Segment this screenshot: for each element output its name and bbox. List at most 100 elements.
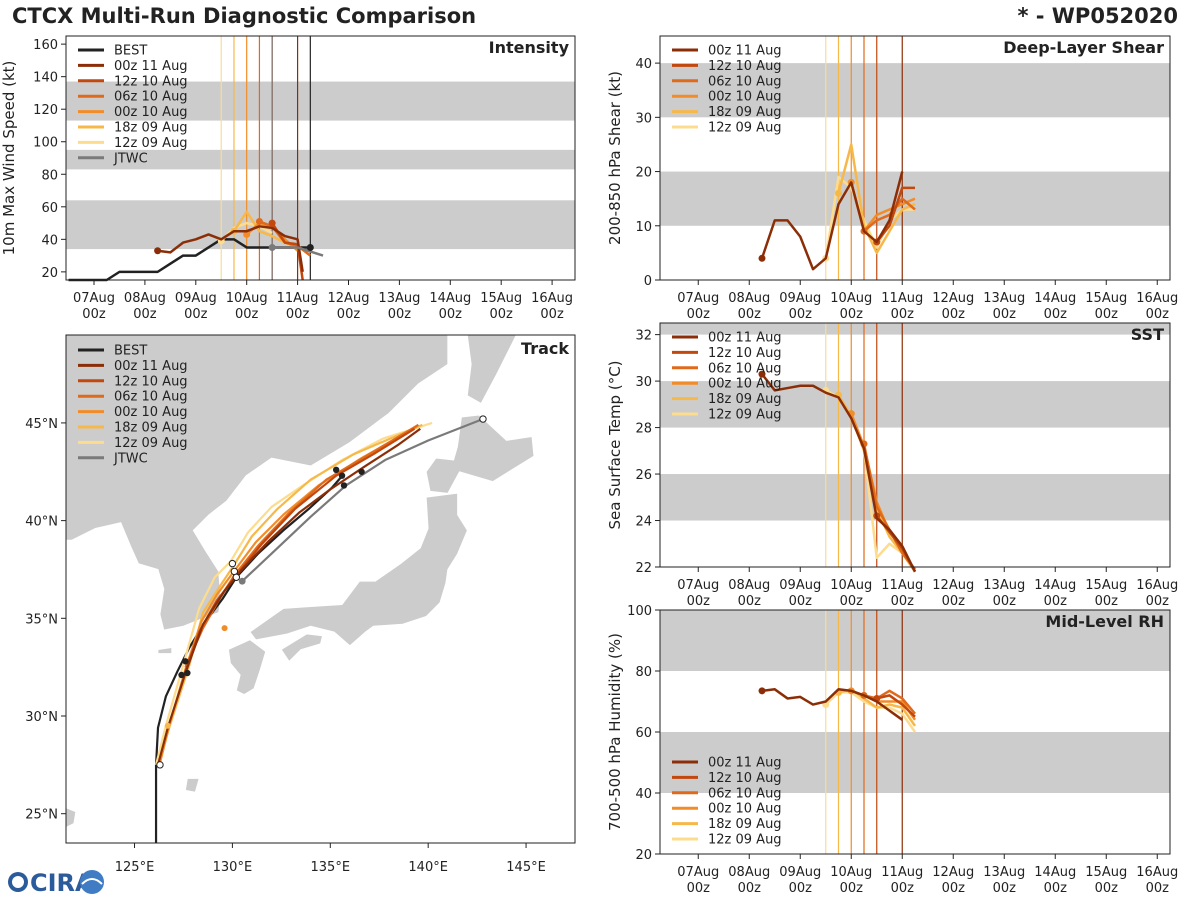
x-tick-label: 08Aug [728, 865, 770, 880]
legend-label: 18z 09 Aug [114, 121, 188, 136]
x-tick-label: 00z [942, 594, 966, 609]
position-marker [358, 468, 365, 475]
legend-label: 00z 10 Aug [114, 405, 188, 420]
series-start-marker [243, 230, 251, 238]
panel-title: SST [1131, 325, 1164, 344]
y-tick-label: 24 [635, 515, 652, 530]
lon-tick-label: 135°E [311, 860, 351, 875]
series-start-marker [758, 254, 766, 262]
x-tick-label: 00z [993, 594, 1017, 609]
legend-label: 18z 09 Aug [708, 392, 782, 407]
x-tick-label: 00z [1146, 307, 1170, 322]
map-frame [65, 334, 576, 844]
series-line [761, 373, 917, 573]
x-tick-label: 14Aug [1034, 291, 1076, 306]
kyushu-polygon [228, 639, 267, 695]
threshold-band [66, 200, 575, 250]
legend-label: JTWC [113, 151, 148, 166]
lon-tick-label: 140°E [408, 860, 448, 875]
x-tick-label: 14Aug [1034, 578, 1076, 593]
jtwc-line [272, 246, 324, 257]
x-tick-label: 13Aug [378, 291, 420, 306]
panel-title: Mid-Level RH [1045, 612, 1164, 631]
series-line [220, 221, 273, 242]
y-tick-label: 20 [41, 266, 58, 281]
x-tick-label: 08Aug [124, 291, 166, 306]
x-tick-label: 00z [1095, 881, 1119, 896]
x-tick-label: 16Aug [1136, 291, 1178, 306]
threshold-band [660, 610, 1170, 671]
x-tick-label: 14Aug [429, 291, 471, 306]
x-tick-label: 00z [789, 594, 813, 609]
y-tick-label: 30 [635, 111, 652, 126]
series-line [875, 186, 915, 243]
lat-tick-label: 35°N [25, 612, 58, 627]
legend-label: 00z 11 Aug [114, 359, 188, 374]
x-tick-label: 07Aug [677, 578, 719, 593]
legend-label: 12z 09 Aug [708, 833, 782, 848]
series-start-marker [835, 189, 842, 197]
y-tick-label: 26 [635, 468, 652, 483]
series-line [837, 143, 916, 255]
y-axis-label: 700-500 hPa Humidity (%) [606, 633, 624, 831]
forecast-track-line [156, 423, 423, 766]
y-axis-label: 10m Max Wind Speed (kt) [0, 61, 18, 256]
legend-label: 12z 09 Aug [114, 436, 188, 451]
x-tick-label: 00z [82, 307, 106, 322]
x-tick-label: 13Aug [983, 865, 1025, 880]
plot-frame [65, 35, 576, 281]
legend-label: BEST [114, 44, 147, 59]
x-tick-label: 09Aug [779, 865, 821, 880]
series-start-marker [154, 247, 162, 255]
position-marker [340, 482, 348, 489]
lat-tick-label: 40°N [25, 515, 58, 530]
y-tick-label: 140 [33, 71, 58, 86]
honshu-polygon [249, 492, 468, 647]
legend-label: 00z 10 Aug [708, 377, 782, 392]
panel-shear: 01020304007Aug00z08Aug00z09Aug00z10Aug00… [606, 35, 1178, 322]
legend-label: 00z 11 Aug [708, 44, 782, 59]
y-tick-label: 20 [635, 166, 652, 181]
forecast-marker [221, 625, 228, 632]
legend-label: 12z 09 Aug [114, 136, 188, 151]
legend-label: 18z 09 Aug [708, 105, 782, 120]
series-line [157, 225, 304, 273]
x-tick-label: 00z [687, 594, 711, 609]
x-tick-label: 11Aug [277, 291, 319, 306]
x-tick-label: 07Aug [73, 291, 115, 306]
x-tick-label: 00z [1146, 881, 1170, 896]
x-tick-label: 00z [942, 307, 966, 322]
x-tick-label: 00z [687, 881, 711, 896]
jtwc-start-marker [238, 577, 246, 585]
position-marker-open [156, 761, 164, 769]
position-marker [178, 671, 185, 679]
x-tick-label: 00z [738, 594, 762, 609]
lat-tick-label: 45°N [25, 417, 58, 432]
series-line [876, 694, 916, 718]
forecast-track-line [184, 423, 419, 668]
jtwc-start-marker [268, 243, 276, 251]
legend-label: 06z 10 Aug [708, 361, 782, 376]
x-tick-label: 00z [1044, 307, 1068, 322]
x-tick-label: 00z [840, 594, 864, 609]
threshold-band [660, 63, 1170, 118]
x-tick-label: 10Aug [830, 865, 872, 880]
x-tick-label: 00z [388, 307, 412, 322]
legend-label: 06z 10 Aug [114, 390, 188, 405]
x-tick-label: 00z [891, 594, 915, 609]
x-tick-label: 08Aug [728, 578, 770, 593]
y-tick-label: 20 [635, 848, 652, 863]
legend-label: 12z 10 Aug [708, 771, 782, 786]
y-tick-label: 80 [41, 168, 58, 183]
legend-label: 12z 10 Aug [708, 346, 782, 361]
y-tick-label: 160 [33, 38, 58, 53]
hokkaido-polygon [425, 414, 535, 494]
legend-label: 00z 10 Aug [708, 90, 782, 105]
x-tick-label: 00z [789, 307, 813, 322]
series-start-marker [758, 370, 766, 378]
y-tick-label: 100 [33, 136, 58, 151]
position-marker [332, 466, 340, 474]
x-tick-label: 00z [687, 307, 711, 322]
y-tick-label: 10 [635, 220, 652, 235]
